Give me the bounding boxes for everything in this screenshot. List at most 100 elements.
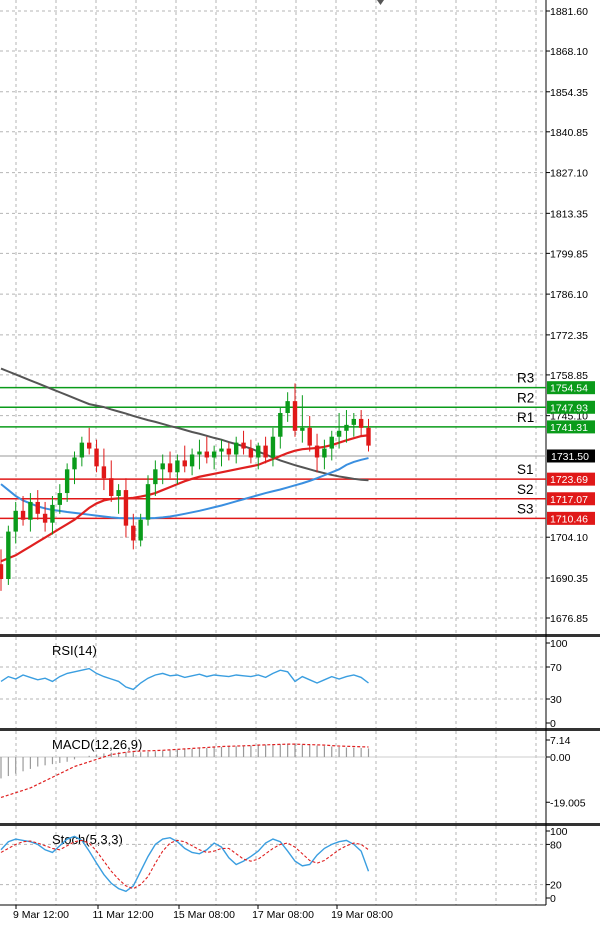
candle-body [153, 469, 158, 485]
stoch-tick-label: 0 [550, 893, 556, 905]
level-price-box [547, 492, 595, 506]
rsi-tick-label: 0 [550, 718, 556, 730]
candle-body [72, 457, 77, 470]
current-price-box [547, 449, 595, 463]
candle-body [87, 442, 92, 449]
candle-body [344, 424, 349, 431]
level-price-label: 1710.46 [550, 513, 588, 525]
price-tick-label: 1690.35 [550, 573, 588, 585]
candle-body [94, 448, 99, 467]
price-tick-label: 1813.35 [550, 208, 588, 220]
stoch-k-line [0, 835, 370, 893]
stoch-pane-separator [0, 823, 600, 826]
rsi-pane: RSI(14) 100 70 30 0 [0, 634, 600, 730]
level-name-s2: S2 [517, 482, 534, 497]
candle-body [219, 448, 224, 452]
price-tick-label: 1758.85 [550, 370, 588, 382]
price-pane: 1881.60 1868.10 1854.35 1840.85 1827.10 1813.… [0, 0, 595, 634]
price-tick-label: 1854.35 [550, 87, 588, 99]
price-tick-label: 1799.85 [550, 248, 588, 260]
candle-body [270, 436, 276, 458]
candle-body [123, 490, 129, 526]
candle-body [182, 460, 187, 467]
candle-body [314, 445, 320, 458]
level-price-label: 1723.69 [550, 474, 588, 486]
candle-body [211, 451, 217, 458]
price-tick-label: 1827.10 [550, 168, 588, 180]
price-tick-label: 1840.85 [550, 127, 588, 139]
macd-tick-label: 0.00 [550, 752, 571, 764]
rsi-pane-separator [0, 634, 600, 637]
rsi-pane-label: RSI(14) [52, 643, 97, 658]
price-tick-label: 1676.85 [550, 613, 588, 625]
level-price-label: 1747.93 [550, 402, 588, 414]
candle-body [50, 504, 55, 523]
current-price-label: 1731.50 [551, 451, 589, 463]
macd-signal-line [0, 743, 369, 799]
level-name-s1: S1 [517, 462, 534, 477]
time-tick-label: 15 Mar 08:00 [173, 909, 235, 921]
candle-body [101, 466, 107, 479]
stoch-tick-label: 20 [550, 880, 562, 892]
macd-pane-separator [0, 728, 600, 731]
candle-body [226, 448, 232, 455]
candle-body [329, 436, 334, 449]
candle-body [131, 525, 136, 541]
candle-body [109, 478, 114, 497]
macd-tick-label: -19.005 [550, 797, 586, 809]
candle-body [145, 484, 151, 520]
price-plot-area [0, 0, 546, 634]
candle-body [322, 448, 327, 458]
time-tick-label: 9 Mar 12:00 [13, 909, 69, 921]
level-name-s3: S3 [517, 501, 534, 516]
candle-body [248, 448, 254, 458]
candle-body [366, 427, 371, 446]
stoch-pane-label: Stoch(5,3,3) [52, 832, 123, 847]
candle-body [189, 454, 195, 467]
macd-pane-label: MACD(12,26,9) [52, 737, 142, 752]
candle-body [116, 490, 121, 497]
macd-pane: MACD(12,26,9) 7.14 0.00 -19.005 [0, 728, 600, 823]
level-price-label: 1754.54 [550, 383, 588, 395]
time-tick-label: 11 Mar 12:00 [92, 909, 153, 921]
price-tick-label: 1868.10 [550, 46, 588, 58]
candle-body [13, 510, 18, 532]
level-price-box [547, 420, 595, 434]
level-name-r1: R1 [517, 410, 534, 425]
candle-body [278, 412, 283, 437]
candle-body [20, 510, 26, 520]
candle-body [336, 430, 342, 437]
level-price-box [547, 400, 595, 414]
candle-body [292, 401, 298, 431]
level-price-label: 1717.07 [550, 494, 588, 506]
candle-body [241, 442, 246, 449]
candle-body [160, 463, 165, 470]
candle-body [42, 513, 48, 523]
candle-body [28, 501, 33, 520]
rsi-tick-label: 30 [550, 694, 562, 706]
rsi-tick-label: 70 [550, 662, 562, 674]
time-axis: 9 Mar 12:00 11 Mar 12:00 15 Mar 08:00 17 Ma… [0, 904, 546, 921]
candle-body [263, 445, 268, 458]
scroll-marker-icon [377, 0, 384, 5]
candle-body [6, 531, 11, 580]
candle-body [167, 463, 173, 473]
candle-body [351, 418, 356, 425]
candle-body [307, 427, 312, 446]
candle-body [285, 401, 290, 413]
stoch-tick-label: 80 [550, 839, 562, 851]
sma-medium-line [0, 457, 369, 520]
level-price-box [547, 472, 595, 486]
level-name-r2: R2 [517, 390, 534, 405]
candle-body [197, 451, 202, 455]
level-price-label: 1741.31 [550, 422, 588, 434]
time-tick-label: 17 Mar 08:00 [252, 909, 314, 921]
price-tick-label: 1786.10 [550, 289, 588, 301]
rsi-tick-label: 100 [550, 638, 568, 650]
candle-body [64, 469, 70, 494]
stoch-tick-label: 100 [550, 826, 568, 838]
stoch-d-line [0, 839, 369, 890]
candle-body [234, 442, 239, 455]
